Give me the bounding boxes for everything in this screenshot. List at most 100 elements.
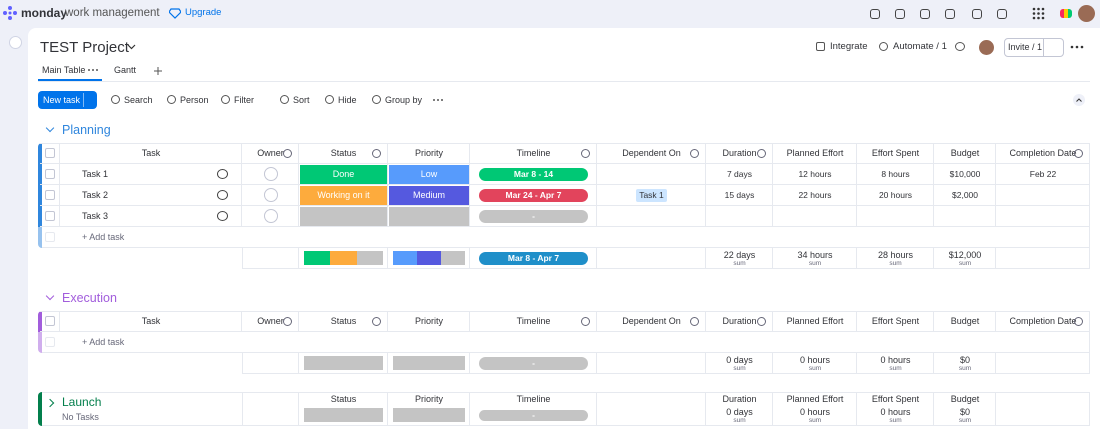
link-button[interactable]: [1043, 38, 1064, 57]
sidebar-toggle[interactable]: [9, 36, 22, 49]
summary-cell: [388, 248, 470, 269]
add-view[interactable]: [154, 67, 162, 75]
task-name[interactable]: Task 2: [82, 190, 109, 200]
column-header[interactable]: Task: [141, 148, 161, 158]
column-header[interactable]: Completion Date: [1009, 316, 1077, 326]
toolbar-more[interactable]: [432, 97, 444, 103]
tab-more[interactable]: [87, 67, 99, 73]
user-avatar[interactable]: [1078, 5, 1095, 22]
column-header[interactable]: Owner: [257, 148, 284, 158]
owner-avatar[interactable]: [263, 188, 278, 202]
column-header[interactable]: Completion Date: [1009, 148, 1077, 158]
dependency-label[interactable]: Task 1: [639, 190, 664, 200]
column-header[interactable]: Dependent On: [622, 316, 681, 326]
group-title[interactable]: Planning: [62, 123, 111, 137]
board-menu[interactable]: [1070, 44, 1084, 50]
integrate-button[interactable]: Integrate: [830, 41, 868, 52]
group-title[interactable]: Launch: [62, 395, 102, 409]
toolbar-action[interactable]: Hide: [338, 95, 357, 105]
topbar-icon[interactable]: [972, 9, 982, 19]
checkbox[interactable]: [45, 316, 55, 326]
timeline-label: -: [532, 211, 535, 221]
toolbar-action[interactable]: Sort: [293, 95, 310, 105]
checkbox[interactable]: [45, 148, 55, 158]
owner-avatar[interactable]: [263, 167, 278, 181]
checkbox[interactable]: [45, 211, 55, 221]
column-header[interactable]: Effort Spent: [871, 148, 920, 158]
topbar-icon[interactable]: [870, 9, 880, 19]
toolbar-action[interactable]: Search: [124, 95, 153, 105]
summary-value: 0 days: [726, 407, 753, 417]
column-header[interactable]: Planned Effort: [786, 148, 844, 158]
add-task[interactable]: + Add task: [82, 337, 125, 347]
new-task-label[interactable]: New task: [43, 95, 81, 105]
checkbox[interactable]: [45, 169, 55, 179]
planned-value: 12 hours: [798, 169, 832, 179]
new-task-button[interactable]: [38, 91, 97, 109]
status-label[interactable]: Done: [332, 169, 355, 179]
invite-button[interactable]: Invite / 1: [1007, 42, 1043, 52]
priority-cell[interactable]: [389, 207, 469, 226]
toolbar-action[interactable]: Group by: [385, 95, 423, 105]
timeline-label: Mar 8 - 14: [513, 169, 554, 179]
column-header: Budget: [950, 394, 980, 404]
owner-avatar[interactable]: [263, 209, 278, 223]
add-update-icon[interactable]: [217, 211, 228, 221]
add-task[interactable]: + Add task: [82, 232, 125, 242]
logo: [3, 6, 17, 20]
column-header[interactable]: Owner: [257, 316, 284, 326]
column-header[interactable]: Effort Spent: [871, 316, 920, 326]
priority-cell[interactable]: [389, 165, 469, 184]
toolbar-action[interactable]: Person: [180, 95, 209, 105]
collapse-button[interactable]: [1073, 94, 1085, 106]
view-tab[interactable]: Gantt: [114, 65, 137, 75]
status-cell[interactable]: [300, 186, 387, 205]
summary-bar: [393, 356, 465, 370]
board-title[interactable]: TEST Project: [40, 39, 129, 56]
column-header[interactable]: Task: [141, 316, 161, 326]
column-header[interactable]: Status: [330, 148, 357, 158]
column-header[interactable]: Budget: [950, 316, 980, 326]
group-title[interactable]: Execution: [62, 291, 117, 305]
toolbar-action[interactable]: Filter: [234, 95, 254, 105]
add-task-row: [42, 227, 1090, 248]
title-dropdown[interactable]: [127, 44, 136, 50]
topbar-icon[interactable]: [895, 9, 905, 19]
cell: [60, 311, 242, 332]
status-cell[interactable]: [300, 165, 387, 184]
column-header[interactable]: Status: [330, 316, 357, 326]
priority-label[interactable]: Medium: [412, 190, 445, 200]
column-header[interactable]: Duration: [722, 148, 757, 158]
active-tab-underline: [38, 79, 102, 81]
priority-label[interactable]: Low: [420, 169, 438, 179]
priority-cell[interactable]: [389, 186, 469, 205]
column-header[interactable]: Duration: [722, 316, 757, 326]
status-label[interactable]: Working on it: [317, 190, 370, 200]
cell: [773, 392, 857, 426]
apps-grid[interactable]: [1032, 7, 1045, 20]
summary-cell: [773, 248, 857, 269]
topbar-icon[interactable]: [997, 9, 1007, 19]
column-header: Duration: [722, 394, 757, 404]
column-header[interactable]: Planned Effort: [786, 316, 844, 326]
column-header[interactable]: Timeline: [516, 148, 551, 158]
task-name[interactable]: Task 1: [82, 169, 109, 179]
cell: [388, 185, 470, 206]
column-header[interactable]: Budget: [950, 148, 980, 158]
column-header[interactable]: Priority: [414, 148, 443, 158]
column-header[interactable]: Priority: [414, 316, 443, 326]
cell: [242, 206, 299, 227]
view-tab[interactable]: Main Table: [42, 65, 86, 75]
column-header[interactable]: Dependent On: [622, 148, 681, 158]
checkbox[interactable]: [45, 190, 55, 200]
topbar-icon[interactable]: [945, 9, 955, 19]
cell: [996, 311, 1090, 332]
status-cell[interactable]: [300, 207, 387, 226]
add-update-icon[interactable]: [217, 190, 228, 200]
topbar-icon[interactable]: [920, 9, 930, 19]
upgrade-button[interactable]: Upgrade: [185, 7, 222, 18]
task-name[interactable]: Task 3: [82, 211, 109, 221]
automate-button[interactable]: Automate / 1: [893, 41, 947, 52]
add-update-icon[interactable]: [217, 169, 228, 179]
column-header[interactable]: Timeline: [516, 316, 551, 326]
